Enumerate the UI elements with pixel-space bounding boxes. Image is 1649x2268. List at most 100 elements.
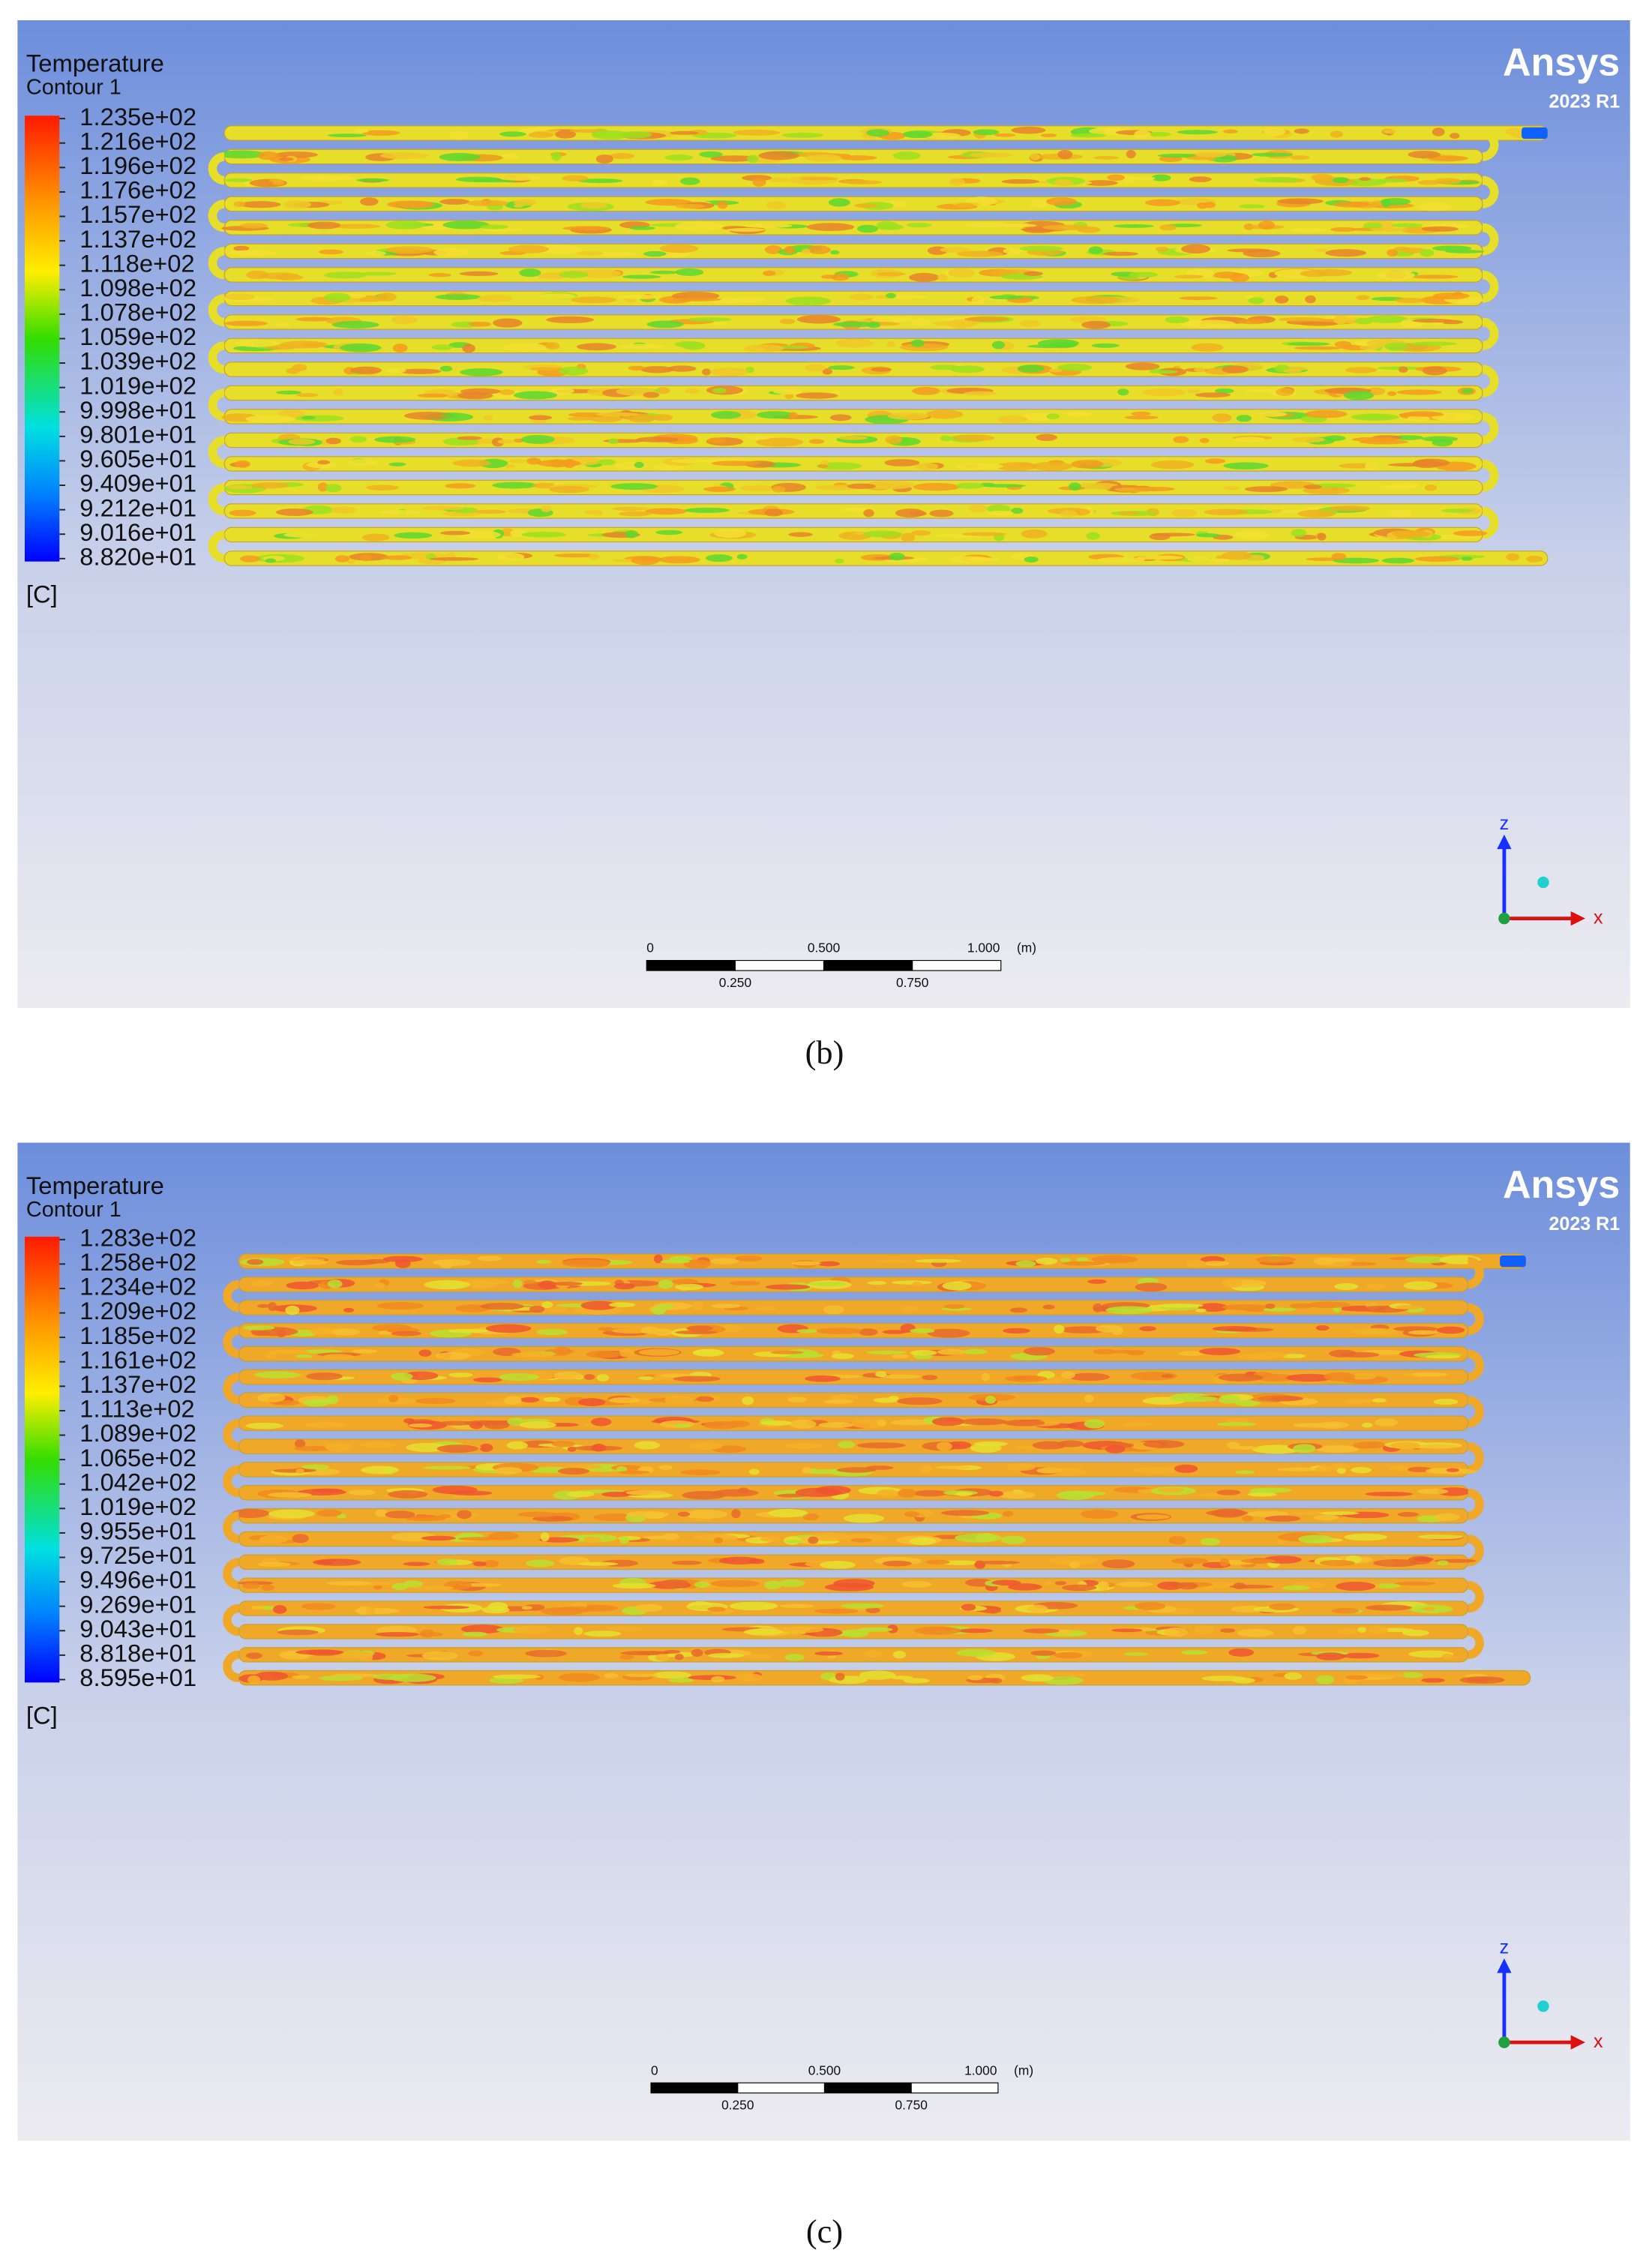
temperature-patch <box>1329 506 1371 512</box>
temperature-patch <box>865 1650 883 1658</box>
temperature-patch <box>729 1280 761 1286</box>
temperature-patch <box>818 1422 855 1428</box>
temperature-patch <box>1054 1580 1067 1586</box>
temperature-patch <box>538 1280 556 1289</box>
temperature-patch <box>736 554 748 560</box>
temperature-patch <box>711 1676 725 1683</box>
temperature-patch <box>1219 1628 1236 1633</box>
temperature-patch <box>762 270 776 277</box>
temperature-patch <box>224 293 256 301</box>
pipe-bend <box>1482 270 1499 303</box>
temperature-patch <box>1315 1324 1330 1331</box>
temperature-patch <box>278 157 294 161</box>
temperature-patch <box>403 1371 439 1380</box>
temperature-patch <box>887 412 929 420</box>
temperature-patch <box>1408 1330 1438 1335</box>
temperature-patch <box>304 1421 348 1428</box>
temperature-patch <box>674 1654 684 1660</box>
temperature-patch <box>1366 1283 1387 1290</box>
temperature-patch <box>711 410 742 419</box>
temperature-patch <box>439 365 453 372</box>
temperature-patch <box>655 1653 669 1661</box>
color-bar <box>25 116 60 562</box>
temperature-patch <box>626 1510 669 1518</box>
temperature-patch <box>591 130 630 140</box>
temperature-patch <box>608 1302 636 1308</box>
temperature-patch <box>529 1305 545 1313</box>
temperature-patch <box>417 393 448 398</box>
temperature-patch <box>1255 1352 1287 1358</box>
temperature-patch <box>708 1652 744 1658</box>
temperature-patch <box>620 1651 669 1656</box>
temperature-patch <box>1462 388 1474 394</box>
temperature-patch <box>1179 296 1218 301</box>
temperature-patch <box>910 1328 935 1334</box>
temperature-patch <box>1258 411 1288 417</box>
temperature-patch <box>885 292 897 298</box>
temperature-patch <box>535 1259 552 1264</box>
temperature-patch <box>640 366 674 374</box>
temperature-patch <box>667 365 697 372</box>
temperature-patch <box>562 226 610 231</box>
temperature-patch <box>1156 1304 1204 1308</box>
temperature-patch <box>1098 1581 1110 1591</box>
temperature-patch <box>1325 249 1366 257</box>
temperature-patch <box>712 322 727 326</box>
temperature-patch <box>379 152 429 160</box>
temperature-patch <box>331 506 356 514</box>
temperature-patch <box>1426 1354 1461 1359</box>
temperature-patch <box>1216 1490 1241 1496</box>
temperature-patch <box>682 1491 727 1500</box>
temperature-patch <box>1277 198 1324 205</box>
logo-version: 2023 R1 <box>1549 92 1620 112</box>
scale-unit: (m) <box>1014 2062 1033 2078</box>
temperature-patch <box>1084 180 1118 186</box>
view-sphere <box>1537 2000 1549 2012</box>
temperature-patch <box>502 153 520 160</box>
temperature-patch <box>1131 411 1151 416</box>
temperature-patch <box>859 1670 896 1680</box>
temperature-patch <box>1368 1625 1389 1635</box>
temperature-patch <box>543 1396 562 1402</box>
temperature-patch <box>545 342 560 350</box>
temperature-patch <box>1307 1301 1351 1308</box>
temperature-patch <box>316 1509 342 1517</box>
temperature-patch <box>592 509 604 516</box>
temperature-patch <box>448 1372 473 1378</box>
temperature-patch <box>1433 1399 1459 1406</box>
temperature-patch <box>1171 1558 1209 1564</box>
temperature-patch <box>718 1556 760 1565</box>
temperature-patch <box>553 1346 571 1356</box>
temperature-patch <box>1315 1466 1332 1472</box>
temperature-patch <box>350 366 382 374</box>
legend-label: 9.725e+01 <box>79 1541 196 1569</box>
temperature-patch <box>652 1671 691 1679</box>
temperature-patch <box>525 1649 567 1658</box>
temperature-patch <box>438 1420 478 1426</box>
pipe-bend <box>1482 317 1499 350</box>
temperature-patch <box>388 1490 428 1498</box>
scale-segment <box>734 959 825 971</box>
temperature-patch <box>1195 1308 1207 1312</box>
origin <box>1498 2036 1510 2048</box>
temperature-patch <box>421 1466 472 1470</box>
temperature-patch <box>865 1606 880 1613</box>
temperature-patch <box>607 1626 643 1631</box>
temperature-patch <box>1363 222 1383 230</box>
temperature-patch <box>1305 295 1316 304</box>
temperature-patch <box>710 1258 739 1264</box>
temperature-patch <box>1336 1468 1346 1474</box>
temperature-patch <box>331 321 379 328</box>
temperature-patch <box>428 273 451 278</box>
temperature-patch <box>496 553 525 562</box>
temperature-patch <box>399 368 442 374</box>
temperature-patch <box>680 1469 721 1476</box>
scale-segment <box>823 2082 912 2094</box>
temperature-patch <box>1345 1399 1365 1405</box>
temperature-patch <box>1441 508 1474 513</box>
temperature-patch <box>483 415 493 421</box>
temperature-patch <box>301 1349 343 1354</box>
temperature-patch <box>858 1328 878 1336</box>
temperature-patch <box>929 1627 954 1632</box>
temperature-patch <box>823 1399 854 1404</box>
